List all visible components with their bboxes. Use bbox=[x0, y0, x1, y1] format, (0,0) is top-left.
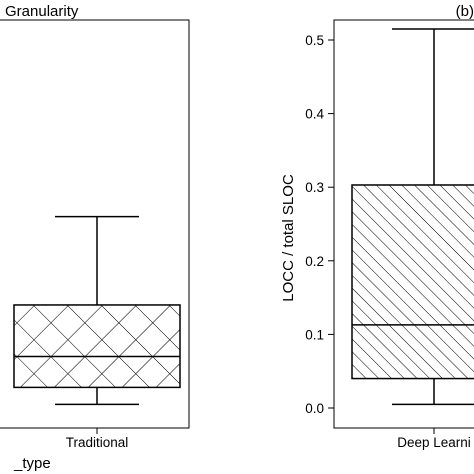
panel-a-boxplot bbox=[13, 215, 181, 406]
panel-a-category-label: Traditional bbox=[66, 435, 129, 450]
y-tick-label: 0.1 bbox=[305, 327, 324, 342]
y-tick-label: 0.5 bbox=[305, 33, 324, 48]
panel-a: Granularity Traditional _type bbox=[0, 3, 190, 472]
panel-a-frame bbox=[0, 19, 190, 429]
panel-b-iqr-box bbox=[351, 184, 474, 380]
panel-b-y-axis: 0.0 0.1 0.2 0.3 0.4 0.5 bbox=[305, 33, 334, 416]
y-tick-label: 0.3 bbox=[305, 180, 324, 195]
panel-a-title: Granularity bbox=[5, 3, 79, 20]
panel-b-y-axis-label: LOCC / total SLOC bbox=[280, 174, 297, 302]
panel-a-iqr-box bbox=[13, 304, 181, 389]
panel-b-label: (b) bbox=[456, 3, 474, 20]
y-tick-label: 0.4 bbox=[305, 107, 324, 122]
panel-a-x-axis-label: _type bbox=[13, 455, 51, 472]
y-tick-label: 0.2 bbox=[305, 254, 324, 269]
y-tick-label: 0.0 bbox=[305, 401, 324, 416]
panel-b: (b) 0.0 0.1 0.2 0.3 0.4 0.5 LOCC / total SLOC… bbox=[280, 3, 474, 450]
panel-b-category-label: Deep Learni bbox=[397, 435, 471, 450]
panel-b-boxplot bbox=[351, 28, 474, 406]
panel-b-frame bbox=[333, 19, 474, 429]
